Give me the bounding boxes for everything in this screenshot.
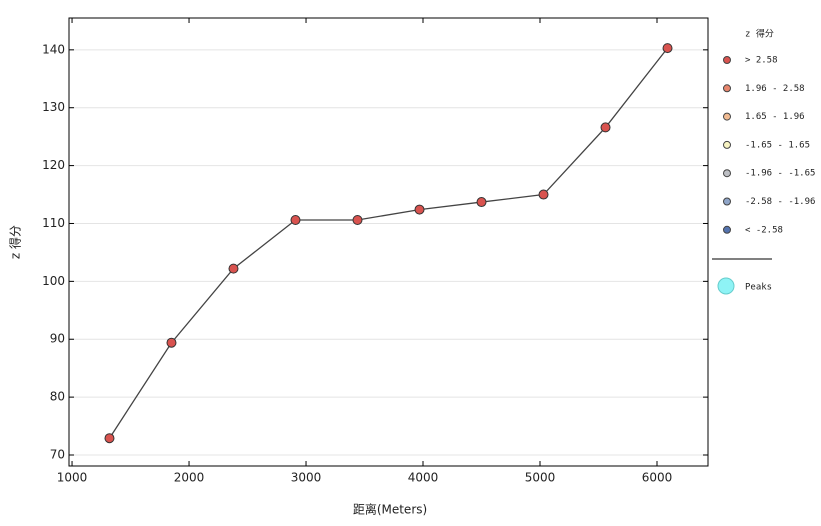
plot-frame: [68, 17, 709, 467]
x-axis-label: 距离(Meters): [353, 502, 427, 517]
point: [414, 204, 425, 215]
y-tick-label: 120: [42, 158, 65, 172]
point: [290, 215, 301, 226]
legend-swatch: [723, 197, 731, 206]
x-tick-label: 2000: [174, 471, 205, 485]
y-tick-label: 110: [42, 216, 65, 230]
series-line: [108, 47, 669, 439]
point: [166, 337, 177, 348]
y-tick-label: 90: [50, 332, 65, 346]
legend-swatch: [717, 277, 735, 295]
point: [228, 263, 239, 274]
point: [538, 189, 549, 200]
point: [662, 43, 673, 54]
y-tick-label: 80: [50, 390, 65, 404]
legend-label: 1.96 - 2.58: [745, 84, 805, 94]
legend-label: -2.58 - -1.96: [745, 197, 815, 207]
legend-swatch: [723, 84, 731, 93]
legend-title: z 得分: [745, 28, 774, 40]
point: [104, 433, 115, 444]
legend-label: 1.65 - 1.96: [745, 112, 805, 122]
x-tick-label: 3000: [291, 471, 322, 485]
x-tick-label: 5000: [525, 471, 556, 485]
y-tick-label: 140: [42, 42, 65, 56]
x-tick-label: 1000: [57, 471, 88, 485]
legend-label: -1.96 - -1.65: [745, 169, 815, 179]
legend-swatch: [723, 225, 731, 234]
legend-label: Peaks: [745, 283, 772, 293]
legend-swatch: [723, 112, 731, 121]
y-tick-label: 100: [42, 274, 65, 288]
x-tick-label: 4000: [408, 471, 439, 485]
point: [352, 215, 363, 226]
y-tick-label: 130: [42, 100, 65, 114]
x-tick-label: 6000: [642, 471, 673, 485]
point: [476, 197, 487, 208]
legend-label: > 2.58: [745, 56, 778, 66]
y-tick-label: 70: [50, 448, 65, 462]
y-axis-label: z 得分: [8, 225, 23, 259]
legend-swatch: [723, 140, 731, 149]
legend-swatch: [723, 56, 731, 64]
legend-label: < -2.58: [745, 225, 783, 235]
point: [600, 122, 611, 133]
legend-swatch: [723, 169, 731, 178]
legend-label: -1.65 - 1.65: [745, 140, 810, 150]
